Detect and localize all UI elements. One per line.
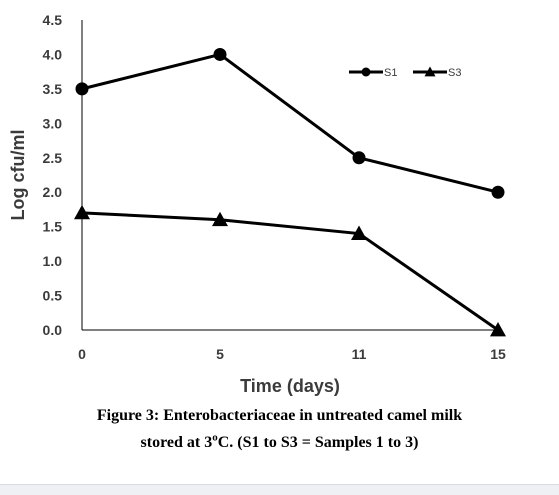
figure-caption-line-1: Figure 3: Enterobacteriaceae in untreate… [96, 407, 463, 424]
line-chart: 0.0 0.5 1.0 1.5 2.0 2.5 3.0 3.5 4.0 4.5 0 5 11 15 S1… [8, 12, 506, 396]
y-tick-label: 2.5 [43, 150, 63, 166]
y-tick-label: 3.5 [43, 81, 63, 97]
y-tick-label: 4.5 [43, 12, 63, 28]
legend-label-s1: S1 [384, 67, 397, 79]
data-point-s1-3 [490, 322, 506, 337]
y-tick-label: 3.0 [43, 115, 63, 131]
x-tick-label: 15 [490, 346, 506, 362]
y-tick-label: 4.0 [43, 46, 63, 62]
caption-text-after: C. (S1 to S3 = Samples 1 to 3) [217, 434, 419, 451]
chart-axes [81, 20, 500, 331]
legend-marker-circle [361, 67, 371, 77]
data-point-s0-0 [75, 82, 89, 96]
x-axis-label: Time (days) [240, 376, 340, 396]
data-point-s1-2 [351, 225, 367, 240]
data-point-s0-2 [352, 151, 366, 165]
legend-label-s3: S3 [448, 67, 461, 79]
series-layer [74, 47, 506, 337]
x-tick-label: 5 [216, 346, 224, 362]
x-tick-label: 11 [352, 346, 367, 362]
data-point-s1-0 [74, 204, 90, 220]
degree-superscript: o [212, 431, 218, 444]
y-axis-label: Log cfu/ml [8, 130, 28, 221]
data-point-s0-1 [213, 47, 227, 61]
y-tick-label: 0.0 [43, 322, 63, 338]
y-tick-label: 1.5 [43, 219, 63, 235]
series-line-s1 [81, 52, 499, 194]
data-point-s0-3 [491, 185, 505, 199]
y-tick-labels: 0.0 0.5 1.0 1.5 2.0 2.5 3.0 3.5 4.0 4.5 [43, 12, 63, 338]
x-tick-labels: 0 5 11 15 [78, 346, 506, 362]
legend-marker-triangle [424, 66, 436, 77]
y-tick-label: 1.0 [43, 253, 63, 269]
y-tick-label: 0.5 [43, 288, 63, 304]
data-point-s1-1 [212, 211, 228, 227]
y-tick-label: 2.0 [43, 184, 63, 200]
series-line-s3 [81, 211, 499, 332]
caption-text-before: stored at 3 [140, 434, 213, 451]
x-tick-label: 0 [78, 346, 86, 362]
page-bottom-band [0, 484, 559, 495]
figure-caption-line-2: stored at 3oC. (S1 to S3 = Samples 1 to … [0, 429, 559, 457]
legend: S1 S3 [349, 66, 461, 79]
